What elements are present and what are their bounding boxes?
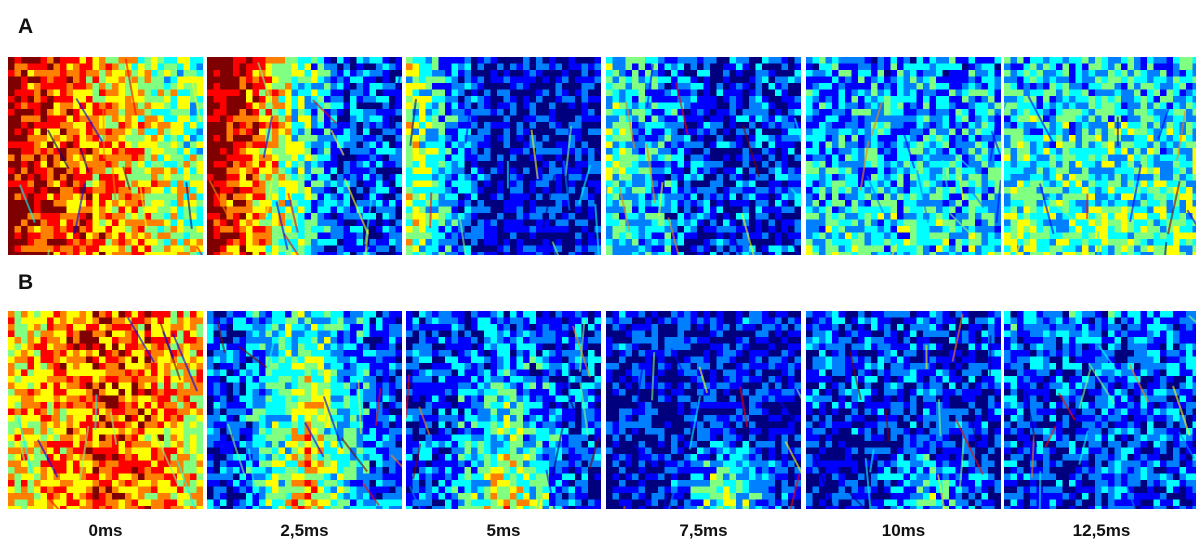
activation-map-a-4: [806, 57, 1001, 255]
activation-map-a-2: [406, 57, 601, 255]
time-label-10ms: 10ms: [881, 521, 926, 540]
activation-map-b-5: [1004, 311, 1196, 509]
activation-map-a-1: [207, 57, 402, 255]
row-label-b: B: [18, 271, 34, 294]
activation-map-b-0: [8, 311, 203, 509]
activation-map-a-0: [8, 57, 203, 255]
time-label-7-5ms: 7,5ms: [679, 521, 728, 540]
time-label-12-5ms: 12,5ms: [1072, 521, 1131, 540]
activation-map-a-3: [606, 57, 801, 255]
time-label-0ms: 0ms: [88, 521, 123, 540]
activation-map-b-4: [806, 311, 1001, 509]
time-label-2-5ms: 2,5ms: [280, 521, 329, 540]
activation-map-b-2: [406, 311, 601, 509]
row-label-a: A: [18, 15, 34, 38]
activation-map-a-5: [1004, 57, 1196, 255]
activation-map-b-1: [207, 311, 402, 509]
time-label-5ms: 5ms: [486, 521, 521, 540]
activation-map-b-3: [606, 311, 801, 509]
